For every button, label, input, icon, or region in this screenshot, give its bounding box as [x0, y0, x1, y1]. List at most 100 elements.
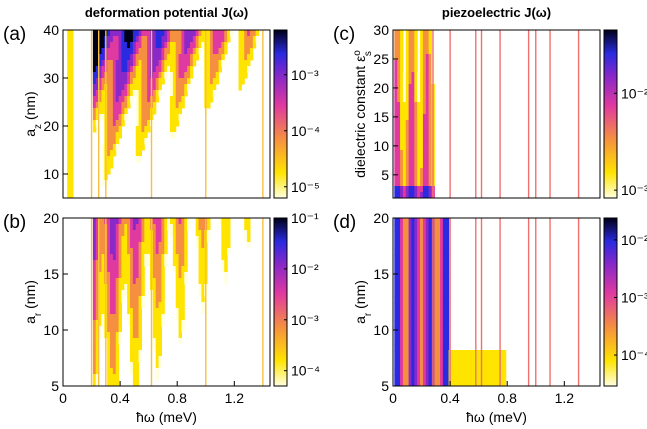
- heatmap-cell: [397, 30, 401, 37]
- heatmap-cell: [181, 42, 185, 49]
- y-axis-label: dielectric constant εos: [352, 50, 374, 178]
- heatmap-cell: [127, 308, 131, 315]
- heatmap-cell: [132, 78, 137, 85]
- y-tick-label: 30: [373, 22, 389, 38]
- heatmap-cell: [405, 296, 410, 303]
- heatmap-cell: [178, 218, 182, 225]
- heatmap-cell: [428, 272, 433, 279]
- y-label-part: r: [33, 312, 44, 316]
- heatmap-cell: [247, 30, 251, 37]
- heatmap-cell: [422, 266, 427, 273]
- heatmap-cell: [118, 272, 123, 279]
- heatmap-cell: [417, 150, 421, 157]
- heatmap-cell: [115, 278, 120, 285]
- heatmap-cell: [112, 254, 117, 261]
- heatmap-cell: [124, 90, 128, 97]
- heatmap-cell: [420, 362, 424, 369]
- plot-frame: [62, 29, 271, 199]
- y-label-part: (nm): [22, 91, 38, 124]
- heatmap-cell: [497, 362, 501, 369]
- heatmap-cell: [414, 338, 418, 345]
- y-label-part: s: [363, 51, 374, 56]
- heatmap-cell: [394, 218, 398, 225]
- heatmap-cell: [135, 320, 140, 327]
- heatmap-cell: [437, 290, 441, 297]
- heatmap-cell: [130, 272, 134, 279]
- heatmap-cell: [187, 60, 191, 67]
- heatmap-cell: [135, 272, 140, 279]
- heatmap-cell: [92, 362, 97, 369]
- heatmap-cell: [130, 42, 134, 49]
- y-tick-label: 25: [373, 51, 389, 67]
- heatmap-cell: [420, 102, 424, 109]
- heatmap-cell: [147, 102, 151, 109]
- heatmap-cell: [101, 302, 105, 309]
- heatmap-cell: [124, 278, 128, 285]
- heatmap-cell: [158, 36, 162, 43]
- heatmap-cell: [107, 302, 111, 309]
- heatmap-cell: [95, 114, 100, 121]
- heatmap-cell: [445, 248, 450, 255]
- heatmap-cell: [417, 224, 421, 231]
- heatmap-cell: [92, 314, 97, 321]
- heatmap-cell: [107, 126, 111, 133]
- heatmap-cell: [417, 356, 421, 363]
- heatmap-cell: [164, 230, 168, 237]
- heatmap-cell: [238, 78, 242, 85]
- heatmap-cell: [127, 96, 131, 103]
- heatmap-cell: [215, 60, 220, 67]
- heatmap-cell: [244, 36, 248, 43]
- heatmap-cell: [434, 266, 438, 273]
- heatmap-cell: [442, 320, 447, 327]
- heatmap-cell: [118, 332, 123, 339]
- heatmap-cell: [425, 30, 430, 37]
- heatmap-cell: [445, 338, 450, 345]
- heatmap-cell: [101, 162, 105, 169]
- heatmap-cell: [408, 66, 413, 73]
- heatmap-cell: [397, 236, 401, 243]
- heatmap-cell: [115, 120, 120, 127]
- heatmap-cell: [172, 60, 177, 67]
- heatmap-cell: [215, 72, 220, 79]
- heatmap-cell: [172, 84, 177, 91]
- heatmap-cell: [201, 278, 205, 285]
- heatmap-cell: [158, 42, 162, 49]
- heatmap-cell: [420, 248, 424, 255]
- heatmap-cell: [502, 362, 507, 369]
- heatmap-cell: [411, 60, 415, 67]
- heatmap-cell: [141, 126, 145, 133]
- heatmap-cell: [201, 242, 205, 249]
- heatmap-cell: [181, 66, 185, 73]
- heatmap-cell: [147, 254, 151, 261]
- heatmap-cell: [465, 362, 470, 369]
- heatmap-cell: [112, 218, 117, 225]
- heatmap-cell: [244, 42, 248, 49]
- heatmap-cell: [400, 54, 404, 61]
- heatmap-cell: [110, 30, 114, 37]
- heatmap-cell: [497, 380, 501, 387]
- heatmap-cell: [405, 78, 410, 85]
- heatmap-cell: [425, 150, 430, 157]
- heatmap-cell: [428, 230, 433, 237]
- heatmap-cell: [408, 138, 413, 145]
- heatmap-cell: [434, 224, 438, 231]
- heatmap-cell: [110, 78, 114, 85]
- heatmap-cell: [101, 224, 105, 231]
- heatmap-cell: [138, 30, 142, 37]
- heatmap-cell: [115, 368, 120, 375]
- heatmap-cell: [445, 236, 450, 243]
- heatmap-cell: [132, 224, 137, 231]
- heatmap-cell: [138, 332, 142, 339]
- heatmap-cell: [167, 54, 171, 61]
- heatmap-cell: [201, 260, 205, 267]
- heatmap-cell: [420, 338, 424, 345]
- heatmap-cell: [107, 320, 111, 327]
- heatmap-cell: [110, 302, 114, 309]
- heatmap-cell: [402, 180, 407, 187]
- heatmap-cell: [247, 42, 251, 49]
- heatmap-cell: [181, 72, 185, 79]
- heatmap-cell: [394, 380, 398, 387]
- heatmap-cell: [397, 266, 401, 273]
- heatmap-cell: [112, 126, 117, 133]
- heatmap-cell: [92, 96, 97, 103]
